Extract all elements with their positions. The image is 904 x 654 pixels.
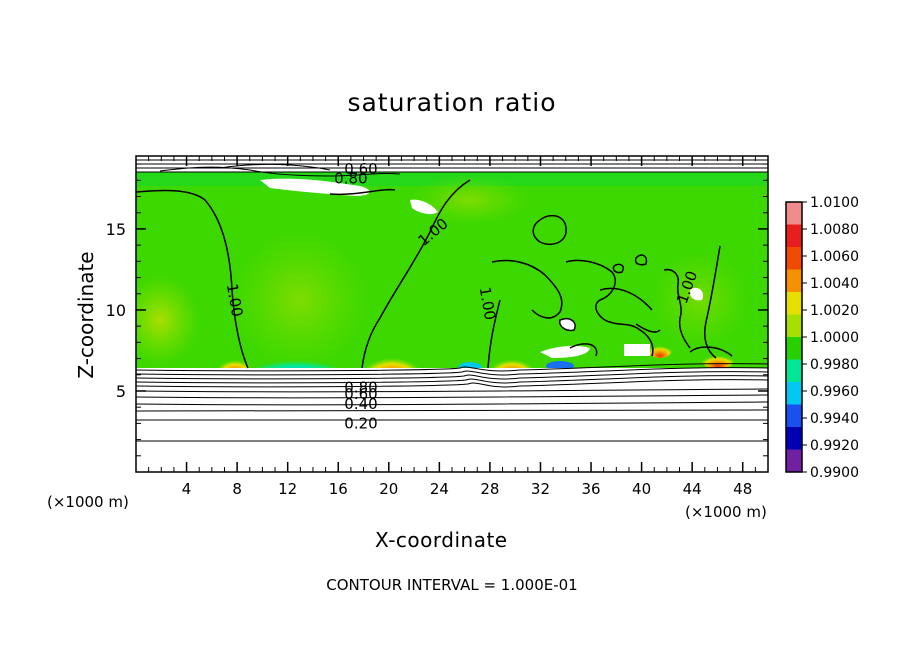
colorbar-swatch: [786, 202, 802, 225]
y-tick-label: 5: [116, 382, 126, 401]
colorbar-label: 1.0040: [810, 276, 859, 292]
y-axis: 5 10 15: [106, 163, 768, 457]
contour-label: 0.40: [344, 395, 377, 413]
x-axis: 4 8 12 16 20 24 28 32 36 40 44 48: [148, 156, 756, 498]
colorbar-label: 1.0060: [810, 249, 859, 265]
colorbar-swatch: [786, 337, 802, 360]
colorbar-label: 1.0000: [810, 330, 859, 346]
x-tick-label: 28: [480, 480, 499, 498]
contour-label: 0.80: [344, 379, 377, 397]
y-tick-label: 10: [106, 301, 126, 320]
colorbar-swatch: [786, 269, 802, 293]
colorbar-swatch: [786, 314, 802, 338]
contour-label: 0.60: [344, 160, 377, 178]
x-axis-label: X-coordinate: [375, 528, 508, 552]
x-tick-label: 36: [581, 480, 600, 498]
colorbar-swatch: [786, 382, 802, 405]
colorbar-label: 0.9920: [810, 438, 859, 454]
saturation-field: [136, 156, 768, 472]
contour-label: 0.20: [344, 414, 377, 432]
contour-label: 0.60: [344, 385, 377, 403]
colorbar-label: 0.9900: [810, 465, 859, 481]
contour-label: 1.00: [476, 285, 500, 321]
colorbar-swatch: [786, 427, 802, 450]
x-tick-label: 4: [182, 480, 192, 498]
x-unit-right: (×1000 m): [685, 503, 767, 521]
colorbar: 1.0100 1.0080 1.0060 1.0040 1.0020 1.0000 0.99…: [785, 195, 859, 481]
colorbar-label: 0.9980: [810, 357, 859, 373]
x-tick-label: 16: [329, 480, 348, 498]
x-tick-label: 48: [733, 480, 752, 498]
x-tick-label: 32: [531, 480, 550, 498]
colorbar-swatch: [786, 449, 802, 473]
colorbar-label: 0.9960: [810, 384, 859, 400]
contour-label: 0.80: [334, 170, 367, 188]
y-axis-label: Z-coordinate: [74, 251, 98, 378]
colorbar-label: 1.0080: [810, 222, 859, 238]
colorbar-label: 1.0100: [810, 195, 859, 211]
y-tick-label: 15: [106, 220, 126, 239]
colorbar-swatch: [786, 404, 802, 428]
contour-label: 1.00: [223, 282, 247, 318]
chart-title: saturation ratio: [347, 88, 557, 117]
x-tick-label: 8: [232, 480, 242, 498]
colorbar-swatch: [786, 224, 802, 248]
colorbar-swatch: [786, 247, 802, 270]
x-tick-label: 40: [632, 480, 651, 498]
x-tick-label: 44: [683, 480, 702, 498]
colorbar-swatch: [786, 292, 802, 315]
colorbar-label: 1.0020: [810, 303, 859, 319]
contour-interval-note: CONTOUR INTERVAL = 1.000E-01: [326, 576, 578, 594]
x-tick-label: 24: [430, 480, 449, 498]
colorbar-swatch: [786, 359, 802, 383]
x-tick-label: 12: [278, 480, 297, 498]
x-unit-left: (×1000 m): [47, 493, 129, 511]
colorbar-label: 0.9940: [810, 411, 859, 427]
x-tick-label: 20: [379, 480, 398, 498]
